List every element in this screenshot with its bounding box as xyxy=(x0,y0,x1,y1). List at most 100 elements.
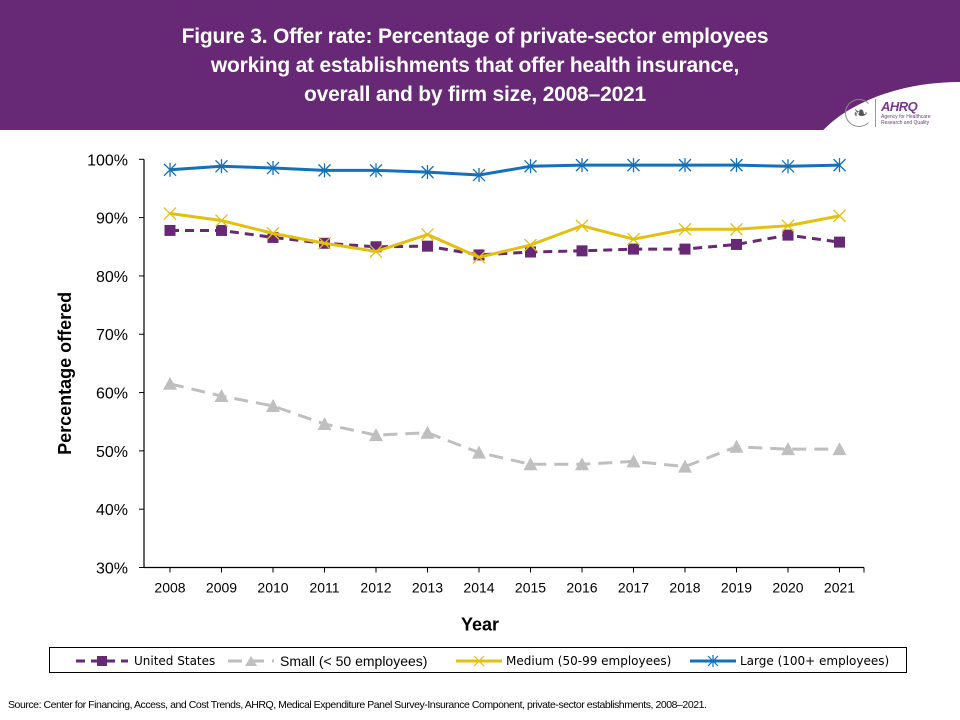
data-point xyxy=(215,159,228,174)
data-point xyxy=(575,219,589,233)
x-tick-label: 2016 xyxy=(566,580,597,596)
legend-item-small: Small (< 50 employees) xyxy=(226,652,427,670)
data-point xyxy=(421,228,434,241)
x-tick-label: 2021 xyxy=(824,580,855,596)
x-tick-label: 2019 xyxy=(721,580,752,596)
y-tick-label: 70% xyxy=(96,327,128,344)
data-point xyxy=(781,159,795,174)
x-tick-label: 2018 xyxy=(669,580,700,596)
y-tick-label: 50% xyxy=(96,444,128,461)
header-banner: Figure 3. Offer rate: Percentage of priv… xyxy=(0,0,960,130)
data-point xyxy=(369,428,383,442)
data-point xyxy=(678,158,692,173)
data-point xyxy=(473,249,485,261)
x-tick-label: 2014 xyxy=(463,580,494,596)
y-tick-label: 90% xyxy=(96,211,128,228)
data-point xyxy=(215,214,228,227)
legend-label: United States xyxy=(134,654,216,668)
data-point xyxy=(626,454,641,468)
legend-swatch-medium xyxy=(456,655,502,667)
series-large-100-employees xyxy=(163,158,846,183)
series-small-50-employees xyxy=(163,376,847,473)
x-tick-label: 2009 xyxy=(206,580,237,596)
data-point xyxy=(525,246,536,258)
data-point xyxy=(472,250,486,264)
title-line: overall and by firm size, 2008–2021 xyxy=(303,83,647,106)
data-point xyxy=(369,163,383,178)
x-tick-label: 2020 xyxy=(772,580,803,596)
legend-label: Medium (50-99 employees) xyxy=(506,654,672,668)
x-tick-label: 2011 xyxy=(309,580,339,596)
data-point xyxy=(164,224,176,236)
data-point xyxy=(575,158,589,173)
x-tick-label: 2012 xyxy=(360,580,391,596)
series-medium-50-99-employees xyxy=(163,207,846,264)
data-point xyxy=(575,457,589,471)
data-point xyxy=(731,238,742,250)
y-tick-label: 100% xyxy=(87,152,128,169)
data-point xyxy=(216,224,227,236)
data-point xyxy=(679,243,691,255)
data-point xyxy=(421,165,434,180)
legend-label: Large (100+ employees) xyxy=(740,654,890,668)
x-tick-label: 2017 xyxy=(618,580,649,596)
y-tick-label: 30% xyxy=(96,561,128,578)
x-tick-label: 2010 xyxy=(257,580,288,596)
series-line xyxy=(169,382,840,469)
x-tick-label: 2013 xyxy=(412,580,443,596)
ahrq-wordmark: AHRQ xyxy=(881,99,918,114)
data-point xyxy=(523,457,538,471)
data-point xyxy=(163,376,177,390)
y-tick-label: 60% xyxy=(96,386,128,403)
y-tick-label: 40% xyxy=(96,502,128,519)
data-point xyxy=(472,445,486,459)
data-point xyxy=(163,207,177,220)
ahrq-logo: ❧ AHRQ Agency for Healthcare Research an… xyxy=(845,97,955,133)
series-line xyxy=(169,212,840,259)
legend-item-large: Large (100+ employees) xyxy=(690,652,889,670)
legend-swatch-small xyxy=(228,656,274,666)
legend-item-united-states: United States xyxy=(74,652,215,670)
data-point xyxy=(833,158,846,173)
legend-label: Small (< 50 employees) xyxy=(280,653,428,669)
data-point xyxy=(730,158,743,173)
data-point xyxy=(266,226,280,240)
data-point xyxy=(163,162,177,177)
data-point xyxy=(318,163,331,178)
data-point xyxy=(833,209,846,223)
x-axis-label: Year xyxy=(461,615,499,635)
x-tick-label: 2015 xyxy=(515,580,546,596)
data-point xyxy=(214,389,229,403)
data-point xyxy=(317,417,332,431)
source-note: Source: Center for Financing, Access, an… xyxy=(8,699,707,711)
data-point xyxy=(627,232,640,246)
data-point xyxy=(628,243,639,255)
eagle-glyph-icon: ❧ xyxy=(853,103,869,123)
data-point xyxy=(370,241,382,253)
title-line: Figure 3. Offer rate: Percentage of priv… xyxy=(181,25,769,48)
data-point xyxy=(832,442,847,456)
y-axis-label: Percentage offered xyxy=(55,292,75,455)
data-point xyxy=(267,231,279,243)
data-point xyxy=(266,398,280,412)
title-line: working at establishments that offer hea… xyxy=(210,54,740,77)
data-point xyxy=(369,244,383,258)
data-point xyxy=(781,442,795,456)
data-point xyxy=(266,161,280,176)
data-point xyxy=(422,240,433,252)
chart-legend: United States Small (< 50 employees) Med… xyxy=(49,647,907,673)
data-point xyxy=(729,439,744,453)
logo-divider xyxy=(875,99,876,127)
x-tick-label: 2008 xyxy=(154,580,185,596)
data-point xyxy=(420,425,435,439)
data-point xyxy=(834,236,845,248)
legend-swatch-large xyxy=(690,655,736,667)
data-point xyxy=(524,238,537,252)
figure-title: Figure 3. Offer rate: Percentage of priv… xyxy=(60,22,890,109)
line-chart: 30% 40% 50% 60% 70% 80% 90% 100% 2008 2009 2010 201… xyxy=(55,152,865,635)
y-tick-label: 80% xyxy=(96,269,128,286)
data-point xyxy=(472,168,486,183)
series-line xyxy=(170,228,840,257)
data-point xyxy=(678,459,692,473)
data-point xyxy=(318,236,331,250)
